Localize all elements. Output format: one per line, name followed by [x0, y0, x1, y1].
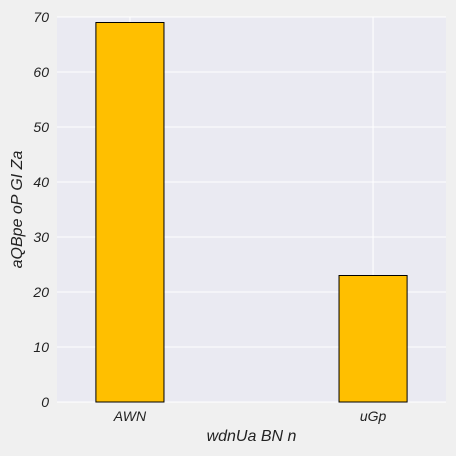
y-tick-label: 50 — [33, 119, 49, 135]
x-axis-ticks: AWN uGp — [113, 408, 387, 424]
y-tick-label: 40 — [33, 174, 49, 190]
y-tick-label: 10 — [33, 339, 49, 355]
bar-uGp — [338, 275, 408, 403]
y-tick-label: 70 — [33, 9, 49, 25]
bar-AWN — [95, 22, 165, 403]
x-tick-label: uGp — [360, 408, 387, 424]
y-axis-ticks: 0 10 20 30 40 50 60 70 — [32, 9, 49, 410]
y-tick-label: 0 — [41, 394, 49, 410]
y-tick-label: 30 — [33, 229, 49, 245]
x-tick-label: AWN — [113, 408, 147, 424]
y-axis-label: aQBpe oP GI Za — [9, 151, 26, 269]
bars — [95, 22, 408, 403]
y-tick-label: 60 — [33, 64, 49, 80]
x-axis-label: wdnUa BN n — [207, 428, 297, 445]
y-tick-label: 20 — [32, 284, 49, 300]
